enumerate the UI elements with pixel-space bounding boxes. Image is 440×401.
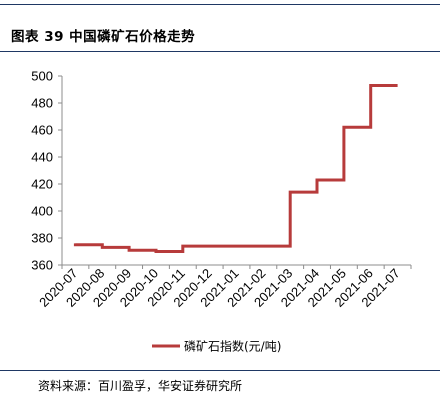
y-tick-label: 440: [31, 150, 53, 165]
y-tick-label: 420: [31, 177, 53, 192]
price-chart: 360 380 400 420 440 460 480 500 2020-072020-082…: [31, 69, 412, 354]
top-rule: [0, 4, 440, 5]
legend: 磷矿石指数(元/吨): [152, 339, 281, 354]
y-tick-label: 500: [31, 69, 53, 84]
y-tick-label: 460: [31, 123, 53, 138]
legend-label: 磷矿石指数(元/吨): [184, 339, 281, 354]
source-rule: [0, 370, 440, 371]
y-tick-label: 400: [31, 204, 53, 219]
y-axis: 360 380 400 420 440 460 480 500: [31, 69, 63, 273]
y-tick-label: 360: [31, 258, 53, 273]
source-note: 资料来源：百川盈孚，华安证券研究所: [38, 379, 243, 393]
x-axis: 2020-072020-082020-092020-102020-112020-…: [36, 264, 412, 310]
series-group: [73, 84, 398, 253]
y-tick-label: 480: [31, 96, 53, 111]
figure-header: 图表 39 中国磷矿石价格走势: [0, 14, 440, 52]
figure-title: 图表 39 中国磷矿石价格走势: [11, 29, 196, 45]
y-tick-label: 380: [31, 231, 53, 246]
series-line: [73, 84, 398, 253]
